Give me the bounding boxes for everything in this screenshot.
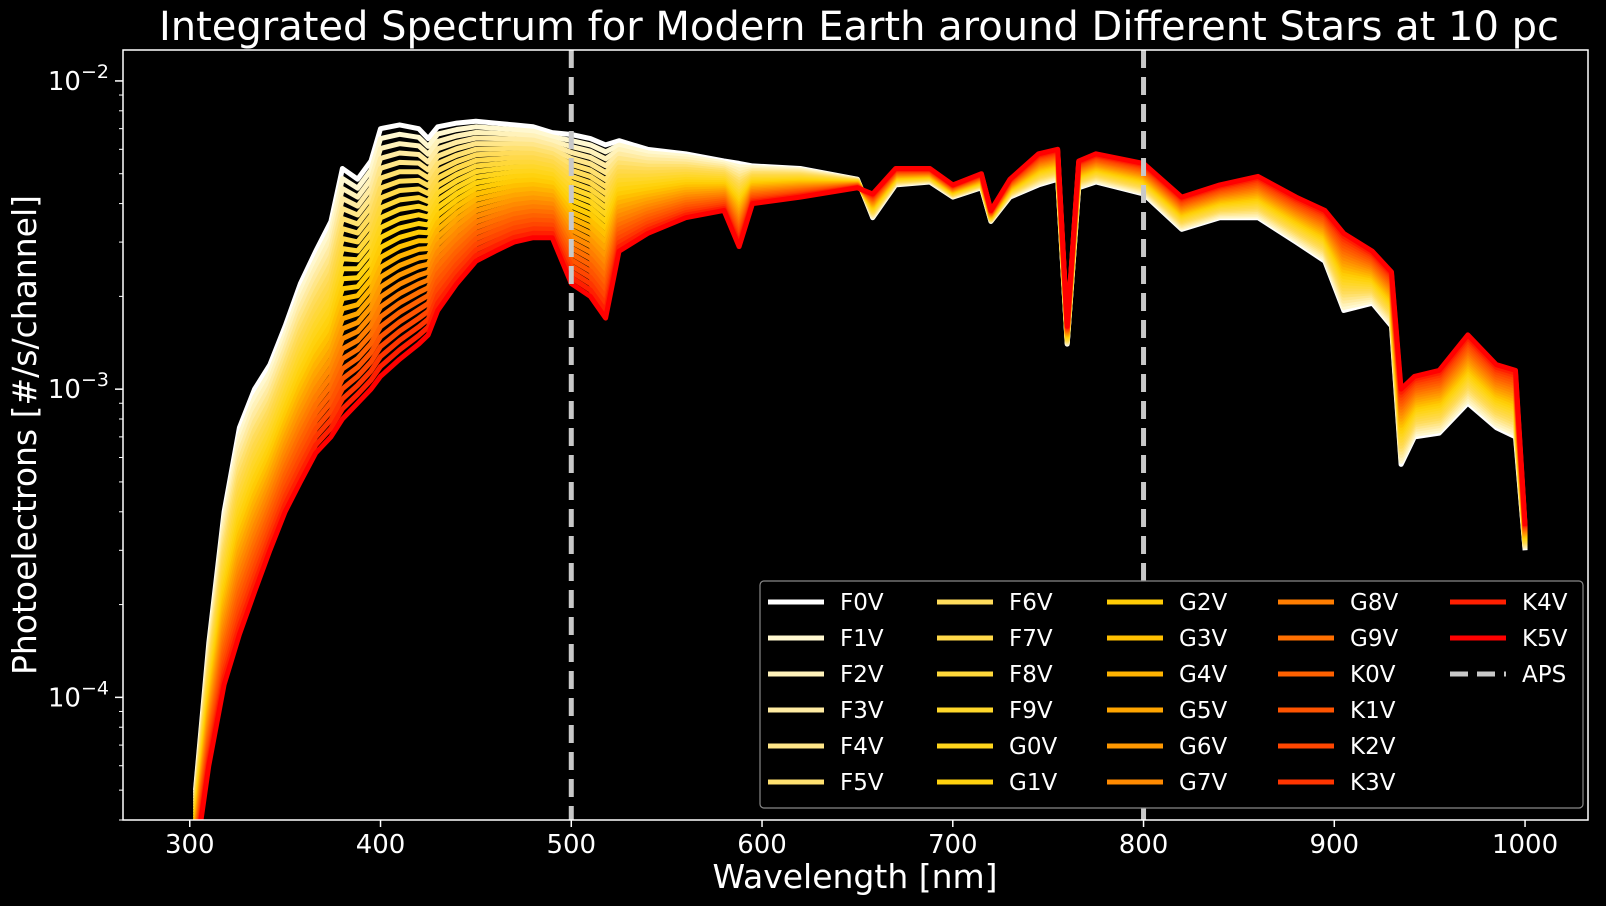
legend-label-F5V: F5V — [840, 770, 884, 796]
series-line-K5V — [198, 146, 1528, 820]
plot-area — [122, 49, 1589, 821]
legend-label-K3V: K3V — [1350, 770, 1396, 796]
legend-label-K2V: K2V — [1350, 734, 1396, 760]
x-axis-label: Wavelength [nm] — [712, 857, 997, 896]
legend-label-F8V: F8V — [1009, 662, 1053, 688]
legend-label-G1V: G1V — [1009, 770, 1057, 796]
legend-label-G5V: G5V — [1179, 698, 1227, 724]
x-axis: 300 400 500 600 700 800 900 1000 — [165, 820, 1558, 860]
legend: F0V F1V F2V F3V F4V F5V F6V F7V F8V F9V G0V G1V G2V G… — [759, 580, 1584, 809]
legend-label-F3V: F3V — [840, 698, 884, 724]
legend-label-G3V: G3V — [1179, 626, 1227, 652]
legend-label-G4V: G4V — [1179, 662, 1227, 688]
plot-frame — [122, 49, 1589, 821]
x-tick-label: 300 — [165, 830, 215, 860]
legend-label-F9V: F9V — [1009, 698, 1053, 724]
x-tick-label: 500 — [546, 830, 596, 860]
legend-label-F1V: F1V — [840, 626, 884, 652]
legend-label-G0V: G0V — [1009, 734, 1057, 760]
series-layer — [193, 118, 1528, 820]
x-tick-label: 800 — [1119, 830, 1169, 860]
y-axis-label: Photoelectrons [#/s/channel] — [5, 195, 44, 675]
legend-label-G9V: G9V — [1350, 626, 1398, 652]
x-tick-label: 600 — [737, 830, 787, 860]
legend-label-F7V: F7V — [1009, 626, 1053, 652]
legend-label-G7V: G7V — [1179, 770, 1227, 796]
legend-label-APS: APS — [1522, 662, 1566, 688]
legend-label-K4V: K4V — [1522, 590, 1568, 616]
legend-label-K0V: K0V — [1350, 662, 1396, 688]
x-tick-label: 1000 — [1492, 830, 1558, 860]
legend-label-G2V: G2V — [1179, 590, 1227, 616]
legend-label-F2V: F2V — [840, 662, 884, 688]
legend-label-K5V: K5V — [1522, 626, 1568, 652]
legend-label-F4V: F4V — [840, 734, 884, 760]
chart-title: Integrated Spectrum for Modern Earth aro… — [159, 4, 1559, 50]
x-tick-label: 900 — [1309, 830, 1359, 860]
legend-label-K1V: K1V — [1350, 698, 1396, 724]
x-tick-label: 700 — [928, 830, 978, 860]
x-tick-label: 400 — [356, 830, 406, 860]
legend-label-F0V: F0V — [840, 590, 884, 616]
legend-label-F6V: F6V — [1009, 590, 1053, 616]
aps-layer — [568, 50, 1147, 820]
legend-label-G6V: G6V — [1179, 734, 1227, 760]
legend-label-G8V: G8V — [1350, 590, 1398, 616]
